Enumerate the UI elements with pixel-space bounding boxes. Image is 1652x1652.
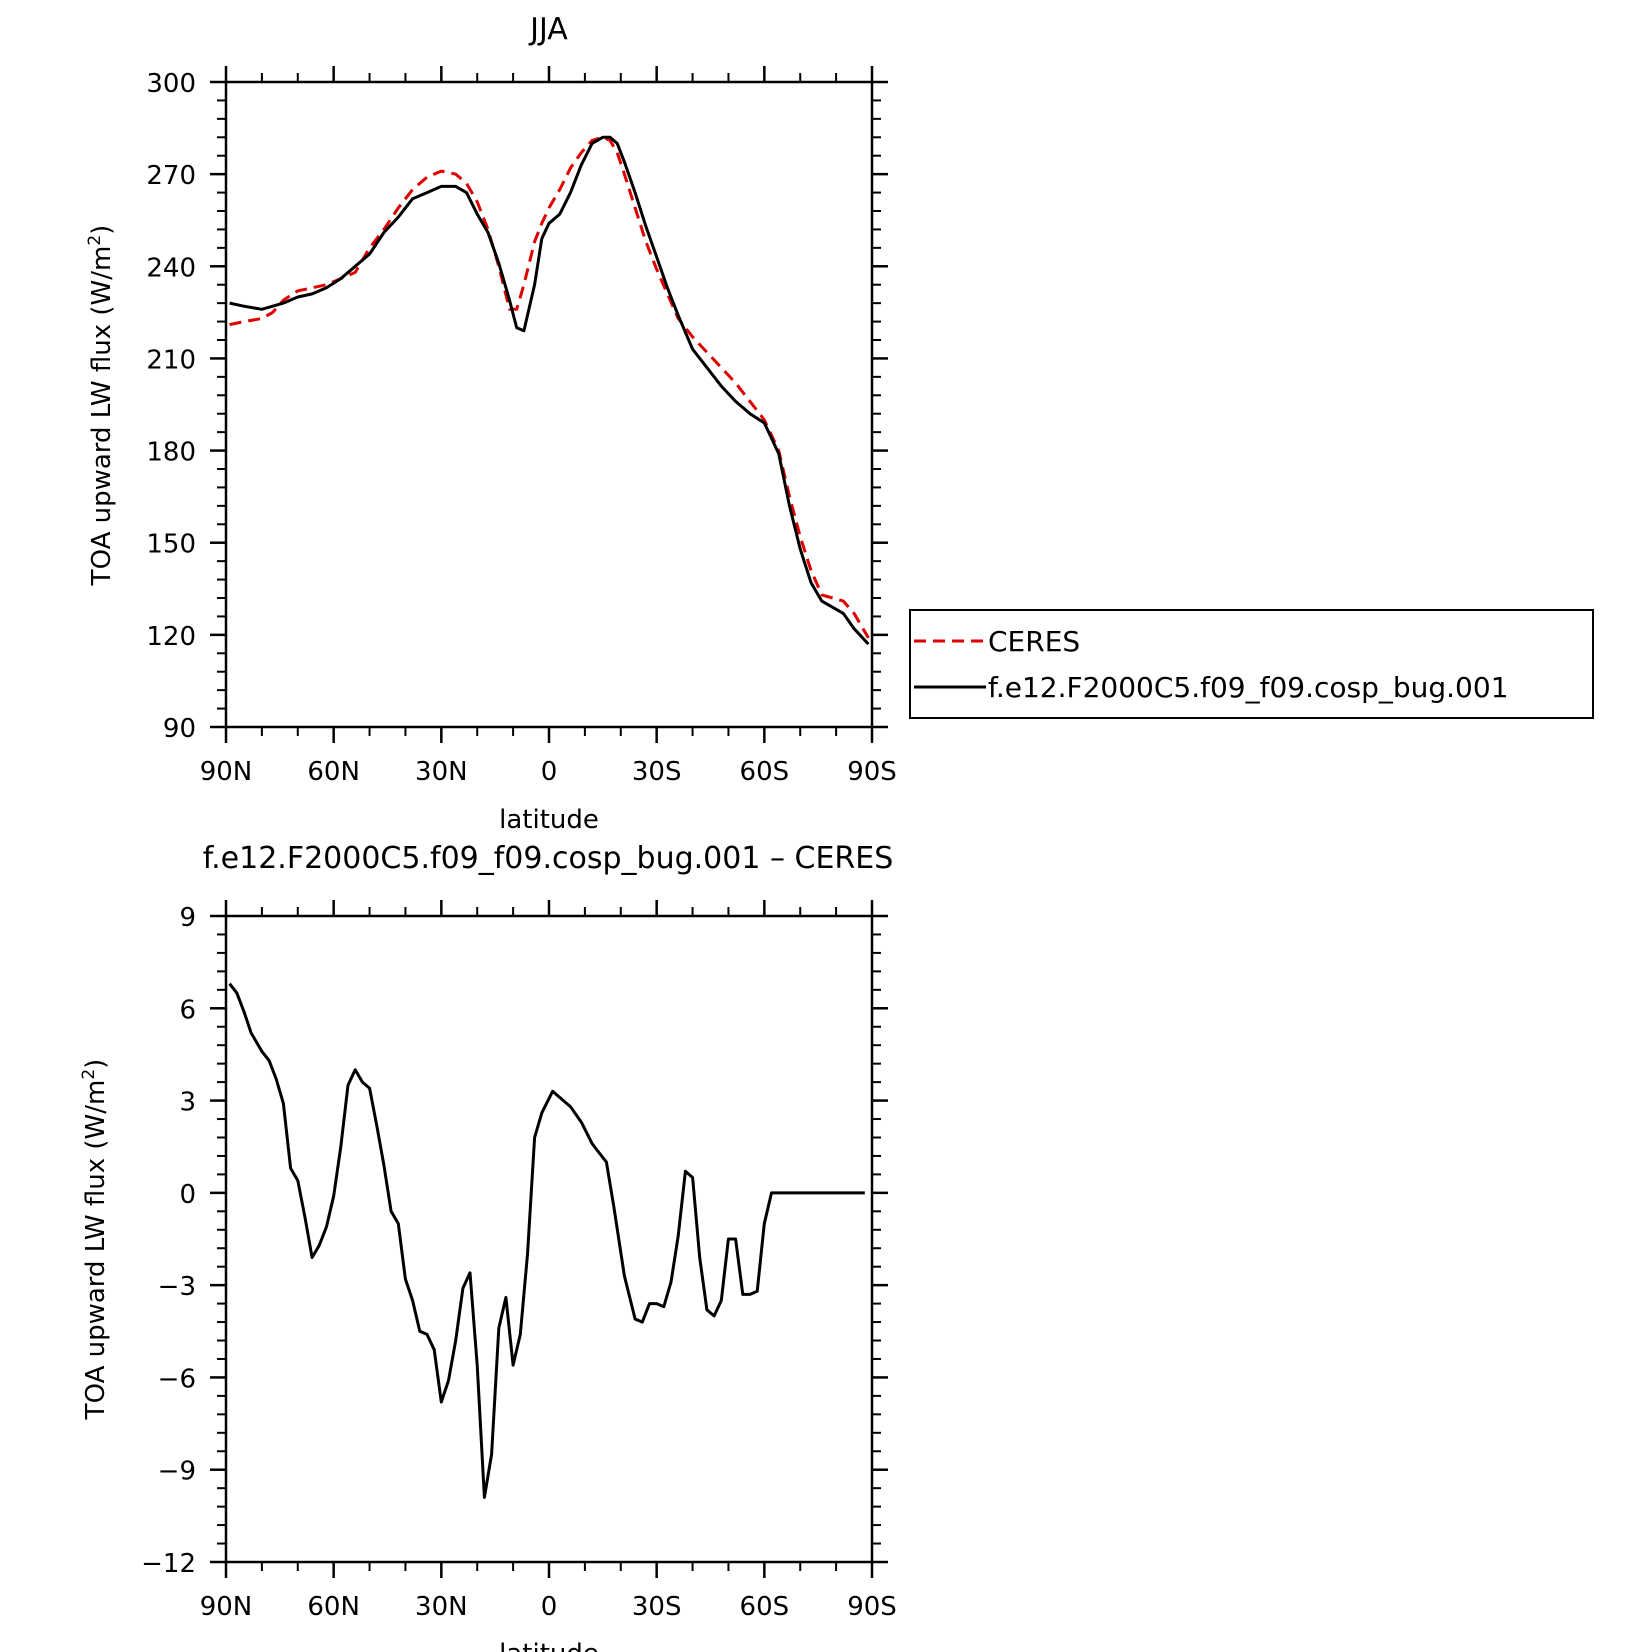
x-tick-label: 90S bbox=[847, 1592, 897, 1622]
y-tick-label: 120 bbox=[146, 622, 196, 652]
y-tick-label: 240 bbox=[146, 253, 196, 283]
y-tick-label: −3 bbox=[158, 1272, 196, 1302]
bottom-series-line-model bbox=[228, 982, 865, 1499]
bottom-y-tick-labels: −12 −9 −6 −3 0 3 6 9 bbox=[141, 903, 196, 1579]
bottom-ticks bbox=[210, 900, 888, 1578]
top-series-line-ceres bbox=[229, 135, 870, 639]
y-tick-label: 270 bbox=[146, 161, 196, 191]
bottom-plot-frame bbox=[224, 914, 874, 1564]
bottom-chart-title: f.e12.F2000C5.f09_f09.cosp_bug.001 – CER… bbox=[203, 841, 894, 876]
x-tick-label: 30N bbox=[415, 1592, 468, 1622]
top-plot-frame bbox=[224, 80, 874, 729]
x-tick-label: 30S bbox=[632, 1592, 682, 1622]
y-tick-label: 3 bbox=[179, 1088, 196, 1118]
top-y-axis-title-main: TOA upward LW flux (W/m bbox=[87, 246, 117, 587]
bottom-y-axis-title-main: TOA upward LW flux (W/m bbox=[81, 1080, 111, 1421]
bottom-panel: f.e12.F2000C5.f09_f09.cosp_bug.001 – CER… bbox=[79, 841, 897, 1652]
x-tick-label: 30N bbox=[415, 757, 468, 787]
x-tick-label: 90N bbox=[200, 1592, 253, 1622]
legend-label-ceres: CERES bbox=[988, 625, 1080, 658]
x-tick-label: 60S bbox=[740, 757, 790, 787]
x-tick-label: 90N bbox=[200, 757, 253, 787]
y-tick-label: 90 bbox=[163, 714, 196, 744]
x-tick-label: 60S bbox=[740, 1592, 790, 1622]
y-tick-label: 9 bbox=[179, 903, 196, 933]
top-x-axis-title: latitude bbox=[499, 805, 599, 835]
y-tick-label: 180 bbox=[146, 438, 196, 468]
x-tick-label: 60N bbox=[307, 757, 360, 787]
top-series-group bbox=[229, 135, 870, 646]
top-y-axis-title-sup: 2 bbox=[85, 235, 105, 246]
top-series-line-model bbox=[229, 135, 870, 646]
legend-box bbox=[909, 609, 1594, 719]
top-y-axis-title: TOA upward LW flux (W/m2) bbox=[85, 225, 117, 587]
bottom-x-tick-labels: 90N 60N 30N 0 30S 60S 90S bbox=[200, 1592, 897, 1622]
top-y-tick-labels: 90 120 150 180 210 240 270 300 bbox=[146, 69, 196, 744]
y-tick-label: −6 bbox=[158, 1364, 196, 1394]
x-tick-label: 0 bbox=[541, 1592, 558, 1622]
bottom-y-axis-title: TOA upward LW flux (W/m2) bbox=[79, 1059, 111, 1421]
bottom-y-axis-title-end: ) bbox=[81, 1059, 111, 1069]
y-tick-label: 0 bbox=[179, 1180, 196, 1210]
top-chart-title: JJA bbox=[528, 12, 568, 47]
x-tick-label: 30S bbox=[632, 757, 682, 787]
y-tick-label: 150 bbox=[146, 530, 196, 560]
y-tick-label: 210 bbox=[146, 345, 196, 375]
top-x-tick-labels: 90N 60N 30N 0 30S 60S 90S bbox=[200, 757, 897, 787]
x-tick-label: 90S bbox=[847, 757, 897, 787]
legend-label-model: f.e12.F2000C5.f09_f09.cosp_bug.001 bbox=[988, 671, 1509, 704]
bottom-y-axis-title-sup: 2 bbox=[79, 1069, 99, 1080]
top-panel: JJA 90N 60N 30N 0 30S 60S 90S 90 120 150 180 210 24… bbox=[85, 12, 897, 835]
top-y-axis-title-end: ) bbox=[87, 225, 117, 235]
y-tick-label: −12 bbox=[141, 1549, 196, 1579]
bottom-x-axis-title: latitude bbox=[499, 1639, 599, 1652]
y-tick-label: 6 bbox=[179, 995, 196, 1025]
legend: CERES f.e12.F2000C5.f09_f09.cosp_bug.001 bbox=[909, 609, 1594, 719]
x-tick-label: 0 bbox=[541, 757, 558, 787]
y-tick-label: 300 bbox=[146, 69, 196, 99]
bottom-series-group bbox=[228, 982, 865, 1499]
top-ticks bbox=[210, 66, 888, 743]
y-tick-label: −9 bbox=[158, 1457, 196, 1487]
x-tick-label: 60N bbox=[307, 1592, 360, 1622]
